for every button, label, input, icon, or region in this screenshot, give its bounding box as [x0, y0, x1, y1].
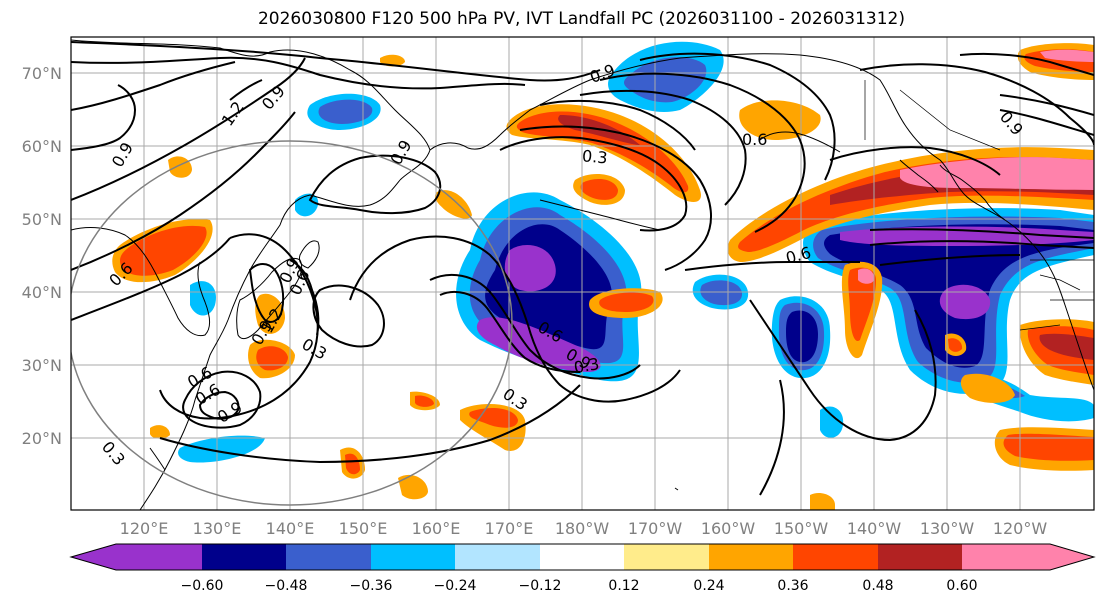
colorbar-tick-label: 0.60: [946, 578, 977, 594]
colorbar-cell: [878, 544, 962, 570]
lat-tick-label: 50°N: [22, 210, 62, 229]
map-area: 0.9 1.2 0.9 0.9 0.9 0.6 0.3 0.6 0.9 0.6 …: [70, 36, 1095, 511]
colorbar-tick-label: −0.24: [434, 578, 477, 594]
colorbar-tick-label: −0.12: [519, 578, 562, 594]
contour-label: 0.3: [581, 146, 608, 167]
pv-shading: [112, 41, 1094, 510]
colorbar-tick-label: 0.48: [862, 578, 893, 594]
colorbar: −0.60 −0.48 −0.36 −0.24 −0.12 0.12 0.24 …: [69, 543, 1096, 594]
lon-tick-label: 150°E: [339, 519, 388, 538]
political-boundaries: [864, 80, 1094, 331]
colorbar-labels: −0.60 −0.48 −0.36 −0.24 −0.12 0.12 0.24 …: [181, 578, 978, 594]
lat-tick-label: 70°N: [22, 64, 62, 83]
lon-tick-label: 150°W: [774, 519, 829, 538]
lat-tick-label: 60°N: [22, 137, 62, 156]
colorbar-tick-label: −0.48: [265, 578, 308, 594]
colorbar-cell: [962, 544, 1050, 570]
contour-label: 0.6: [742, 130, 767, 149]
lon-tick-label: 140°E: [266, 519, 315, 538]
colorbar-cell: [709, 544, 793, 570]
lon-tick-label: 140°W: [847, 519, 902, 538]
colorbar-extend-min: [71, 544, 116, 570]
lon-tick-label: 120°W: [993, 519, 1048, 538]
colorbar-tick-label: 0.12: [608, 578, 639, 594]
lon-tick-label: 130°E: [193, 519, 242, 538]
colorbar-tick-label: −0.60: [181, 578, 224, 594]
colorbar-cell: [371, 544, 455, 570]
lon-tick-label: 180°W: [555, 519, 610, 538]
colorbar-cell: [540, 544, 624, 570]
coastlines: [71, 39, 1094, 510]
colorbar-tick-label: −0.36: [350, 578, 393, 594]
region-circle: [71, 140, 513, 506]
contour-label: 0.3: [572, 354, 600, 377]
colorbar-tick-label: 0.36: [777, 578, 808, 594]
gridlines: [71, 37, 1094, 510]
lon-tick-label: 170°W: [628, 519, 683, 538]
lat-tick-label: 20°N: [22, 429, 62, 448]
colorbar-cell: [624, 544, 709, 570]
lat-tick-label: 40°N: [22, 283, 62, 302]
lon-tick-label: 160°E: [412, 519, 461, 538]
colorbar-cell: [793, 544, 878, 570]
lon-tick-label: 170°E: [485, 519, 534, 538]
lon-tick-label: 160°W: [701, 519, 756, 538]
lat-axis: 70°N 60°N 50°N 40°N 30°N 20°N: [22, 64, 62, 448]
colorbar-tick-label: 0.24: [693, 578, 724, 594]
colorbar-cell: [202, 544, 286, 570]
colorbar-extend-max: [1050, 544, 1094, 570]
lat-tick-label: 30°N: [22, 356, 62, 375]
colorbar-cell: [455, 544, 540, 570]
colorbar-cell: [116, 544, 202, 570]
lon-axis: 120°E 130°E 140°E 150°E 160°E 170°E 180°…: [120, 519, 1048, 538]
colorbar-outline: [69, 543, 1096, 571]
colorbar-cell: [286, 544, 371, 570]
lon-tick-label: 130°W: [920, 519, 975, 538]
map-title: 2026030800 F120 500 hPa PV, IVT Landfall…: [257, 9, 905, 29]
lon-tick-label: 120°E: [120, 519, 169, 538]
pv-contours: [71, 41, 1094, 496]
